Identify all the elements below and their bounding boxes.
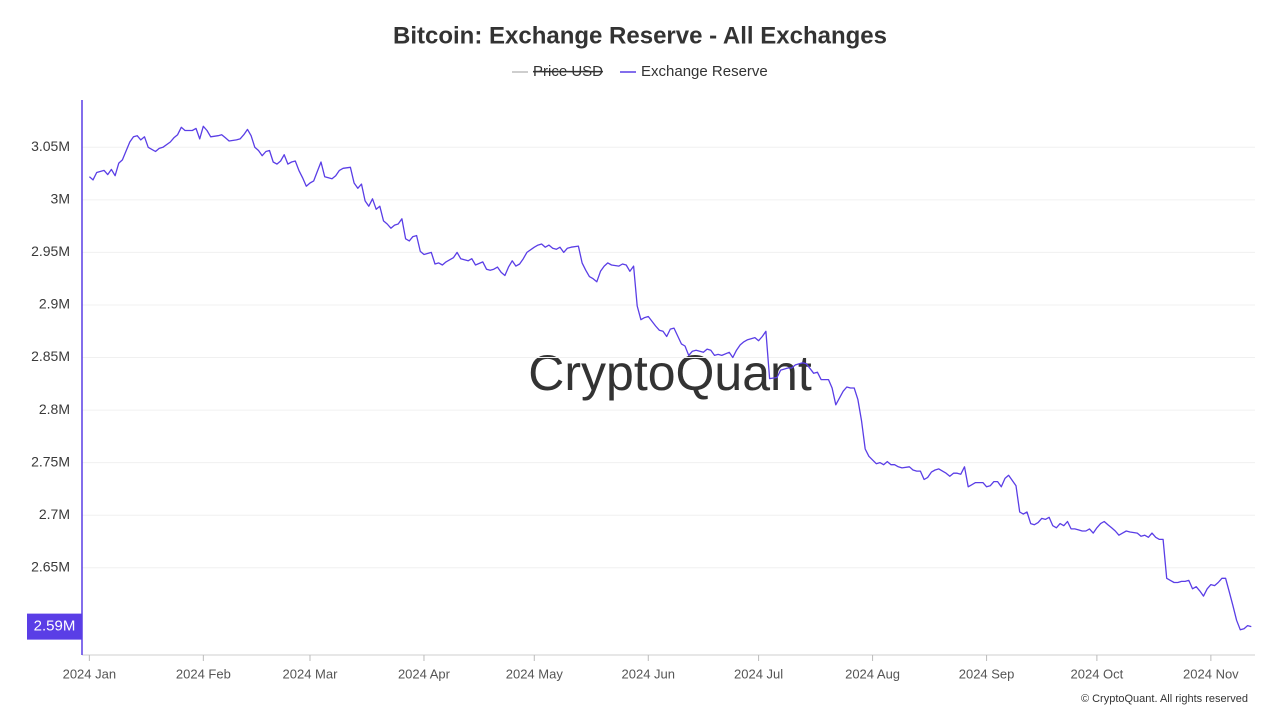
footer: © CryptoQuant. All rights reserved (1081, 693, 1248, 705)
y-tick-label: 2.95M (31, 243, 70, 259)
line-series (88, 125, 1252, 631)
chart-title: Bitcoin: Exchange Reserve - All Exchange… (393, 22, 887, 49)
y-tick-label: 2.7M (39, 506, 70, 522)
x-tick-label: 2024 Mar (283, 666, 339, 681)
last-value-badge (27, 613, 82, 640)
x-tick-label: 2024 Aug (845, 666, 900, 681)
y-tick-label: 2.75M (31, 453, 70, 469)
x-tick-label: 2024 Jun (622, 666, 676, 681)
x-tick-label: 2024 Sep (959, 666, 1015, 681)
x-tick-label: 2024 Oct (1071, 666, 1124, 681)
y-tick-label: 3.05M (31, 138, 70, 154)
x-tick-label: 2024 Apr (398, 666, 451, 681)
x-tick-label: 2024 Feb (176, 666, 231, 681)
y-tick-label: 2.9M (39, 296, 70, 312)
legend-entry[interactable]: Price USD (512, 63, 603, 80)
x-tick-label: 2024 May (506, 666, 564, 681)
y-tick-label: 3M (51, 191, 70, 207)
y-tick-label: 2.65M (31, 558, 70, 574)
x-tick-label: 2024 Nov (1183, 666, 1239, 681)
y-tick-label: 2.85M (31, 348, 70, 364)
last-value-label: 2.59M (34, 618, 76, 635)
x-tick-label: 2024 Jan (63, 666, 117, 681)
x-tick-label: 2024 Jul (734, 666, 783, 681)
watermark: CryptoQuant (528, 345, 812, 401)
legend-entry[interactable]: Exchange Reserve (620, 63, 768, 80)
y-tick-label: 2.8M (39, 401, 70, 417)
legend-label: Price USD (533, 63, 603, 80)
legend-label: Exchange Reserve (641, 63, 768, 80)
